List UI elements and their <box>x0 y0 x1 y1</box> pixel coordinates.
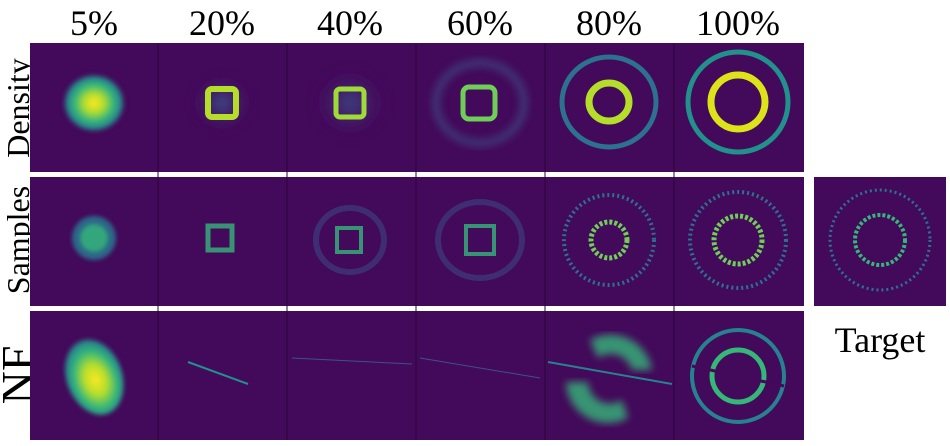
samples-row <box>72 188 932 292</box>
nf-row <box>64 328 786 424</box>
density-20 <box>188 71 256 135</box>
nf-5 <box>64 337 124 415</box>
target-panel-bg <box>814 177 946 306</box>
density-row <box>62 49 791 155</box>
column-label-80: 80% <box>576 3 642 43</box>
column-label-60: 60% <box>447 3 513 43</box>
target-label: Target <box>834 320 926 360</box>
nf-60 <box>419 357 541 379</box>
samples-5 <box>72 216 116 260</box>
samples-target <box>828 188 932 292</box>
samples-40 <box>313 205 387 275</box>
column-label-40: 40% <box>317 3 383 43</box>
density-60 <box>432 59 528 147</box>
column-label-5: 5% <box>70 3 118 43</box>
density-80 <box>559 54 659 150</box>
density-5 <box>62 73 126 133</box>
nf-row-bg <box>30 311 804 440</box>
samples-60 <box>435 199 525 281</box>
density-row-bg <box>30 43 804 172</box>
nf-100 <box>690 328 786 424</box>
samples-row-bg <box>30 177 804 306</box>
nf-20 <box>187 361 249 385</box>
density-40 <box>312 67 388 139</box>
panel-backgrounds <box>30 43 946 440</box>
samples-80 <box>562 193 656 287</box>
nf-40 <box>291 357 413 365</box>
density-100 <box>685 49 791 155</box>
samples-20 <box>205 223 235 253</box>
column-label-100: 100% <box>696 3 780 43</box>
nf-80 <box>547 334 673 424</box>
samples-100 <box>688 190 788 290</box>
column-label-20: 20% <box>189 3 255 43</box>
